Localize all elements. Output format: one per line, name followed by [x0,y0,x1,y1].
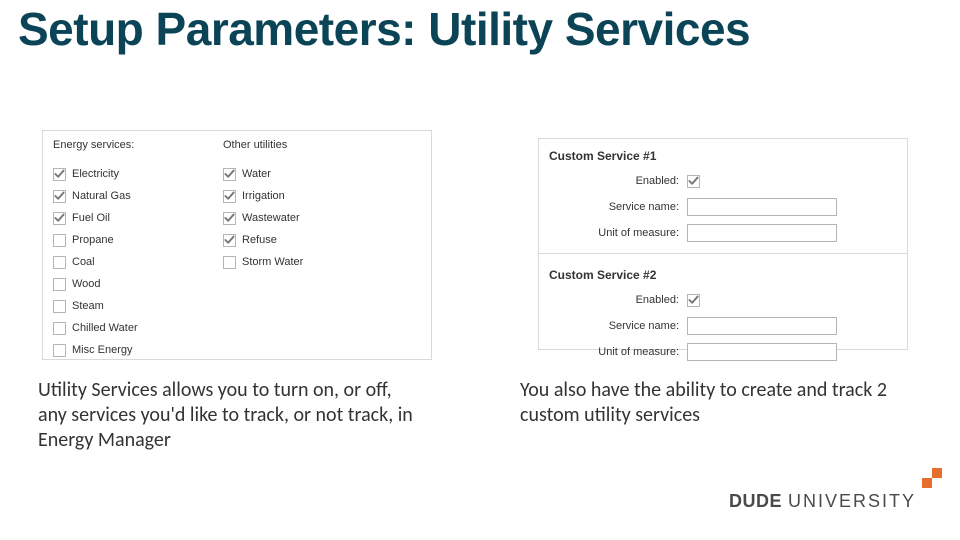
service-name-row: Service name: [549,195,897,219]
unit-input[interactable] [687,343,837,361]
energy-item-label: Fuel Oil [72,212,110,224]
checkbox[interactable] [53,234,66,247]
other-item-label: Irrigation [242,190,285,202]
energy-list: Electricity Natural Gas Fuel Oil Propane Coa… [53,163,138,361]
unit-label: Unit of measure: [549,227,679,239]
logo-dude: DUDE [729,491,782,512]
energy-item-label: Propane [72,234,114,246]
other-item-label: Refuse [242,234,277,246]
other-item-row: Refuse [223,229,303,251]
energy-item-row: Wood [53,273,138,295]
custom-service-title: Custom Service #2 [549,268,897,282]
checkbox[interactable] [223,256,236,269]
checkbox[interactable] [223,234,236,247]
description-left: Utility Services allows you to turn on, … [38,378,413,453]
other-item-row: Storm Water [223,251,303,273]
custom-service-title: Custom Service #1 [549,149,897,163]
service-name-input[interactable] [687,317,837,335]
checkbox[interactable] [53,256,66,269]
checkbox[interactable] [53,322,66,335]
unit-label: Unit of measure: [549,346,679,358]
energy-item-label: Electricity [72,168,119,180]
slide: Setup Parameters: Utility Services Energ… [0,0,960,540]
checkbox[interactable] [53,344,66,357]
energy-item-row: Steam [53,295,138,317]
energy-item-row: Natural Gas [53,185,138,207]
checkbox[interactable] [53,300,66,313]
logo-university: UNIVERSITY [788,491,916,512]
other-item-row: Water [223,163,303,185]
energy-item-row: Electricity [53,163,138,185]
checkbox[interactable] [53,168,66,181]
energy-item-label: Chilled Water [72,322,138,334]
energy-services-header: Energy services: [53,139,134,151]
service-name-label: Service name: [549,320,679,332]
energy-item-row: Propane [53,229,138,251]
energy-item-label: Steam [72,300,104,312]
other-item-row: Wastewater [223,207,303,229]
energy-item-row: Fuel Oil [53,207,138,229]
energy-item-row: Misc Energy [53,339,138,361]
checkbox[interactable] [223,168,236,181]
page-title: Setup Parameters: Utility Services [18,6,750,53]
other-item-label: Storm Water [242,256,303,268]
logo: DUDE UNIVERSITY [729,491,916,512]
energy-item-label: Wood [72,278,101,290]
enabled-row: Enabled: [549,169,897,193]
energy-item-row: Chilled Water [53,317,138,339]
logo-corner-icon [920,468,942,490]
checkbox[interactable] [53,212,66,225]
enabled-label: Enabled: [549,175,679,187]
checkbox[interactable] [53,278,66,291]
other-item-label: Water [242,168,271,180]
unit-row: Unit of measure: [549,340,897,364]
energy-item-row: Coal [53,251,138,273]
enabled-label: Enabled: [549,294,679,306]
service-name-input[interactable] [687,198,837,216]
description-right: You also have the ability to create and … [520,378,920,428]
service-name-label: Service name: [549,201,679,213]
energy-services-panel: Energy services: Other utilities Electri… [42,130,432,360]
energy-item-label: Coal [72,256,95,268]
energy-item-label: Misc Energy [72,344,133,356]
enabled-row: Enabled: [549,288,897,312]
energy-item-label: Natural Gas [72,190,131,202]
other-utilities-header: Other utilities [223,139,287,151]
custom-service-block: Custom Service #1 Enabled: Service name: Un… [539,139,907,249]
service-name-row: Service name: [549,314,897,338]
checkbox[interactable] [223,212,236,225]
divider [539,253,907,254]
custom-services-panel: Custom Service #1 Enabled: Service name: Un… [538,138,908,350]
checkbox[interactable] [223,190,236,203]
custom-service-block: Custom Service #2 Enabled: Service name: Un… [539,258,907,368]
other-list: Water Irrigation Wastewater Refuse Storm Wat… [223,163,303,273]
other-item-label: Wastewater [242,212,300,224]
checkbox[interactable] [53,190,66,203]
unit-row: Unit of measure: [549,221,897,245]
unit-input[interactable] [687,224,837,242]
enabled-checkbox[interactable] [687,294,700,307]
other-item-row: Irrigation [223,185,303,207]
enabled-checkbox[interactable] [687,175,700,188]
